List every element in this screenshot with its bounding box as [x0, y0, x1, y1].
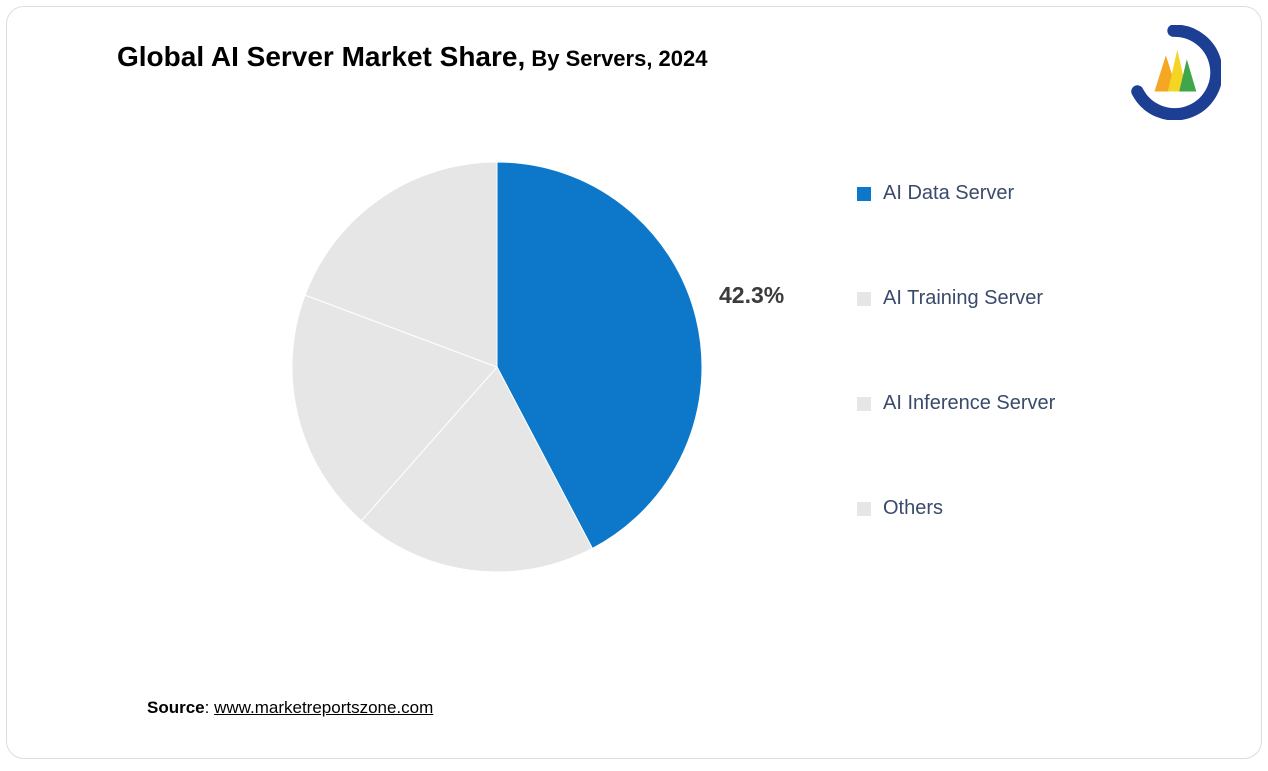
legend-item-2: AI Inference Server	[857, 392, 1157, 415]
chart-title: Global AI Server Market Share, By Server…	[117, 41, 708, 73]
pie-callout-label: 42.3%	[719, 282, 784, 309]
pie-slices	[292, 162, 702, 572]
legend: AI Data Server AI Training Server AI Infer…	[857, 182, 1157, 602]
legend-label-0: AI Data Server	[883, 182, 1014, 205]
brand-logo-svg	[1126, 25, 1221, 120]
pie-chart: 42.3%	[287, 157, 707, 577]
legend-label-1: AI Training Server	[883, 287, 1043, 310]
legend-swatch-2	[857, 397, 871, 411]
brand-logo	[1126, 25, 1221, 120]
source-label: Source	[147, 698, 205, 717]
legend-item-3: Others	[857, 497, 1157, 520]
legend-swatch-3	[857, 502, 871, 516]
pie-svg	[287, 157, 707, 577]
legend-item-0: AI Data Server	[857, 182, 1157, 205]
legend-label-3: Others	[883, 497, 943, 520]
source-separator: :	[205, 698, 214, 717]
legend-item-1: AI Training Server	[857, 287, 1157, 310]
chart-card: Global AI Server Market Share, By Server…	[6, 6, 1262, 759]
legend-swatch-0	[857, 187, 871, 201]
title-main: Global AI Server Market Share,	[117, 41, 525, 72]
legend-label-2: AI Inference Server	[883, 392, 1055, 415]
legend-swatch-1	[857, 292, 871, 306]
source-url: www.marketreportszone.com	[214, 698, 433, 717]
source-line: Source: www.marketreportszone.com	[147, 698, 433, 718]
title-sub: By Servers, 2024	[525, 46, 707, 71]
